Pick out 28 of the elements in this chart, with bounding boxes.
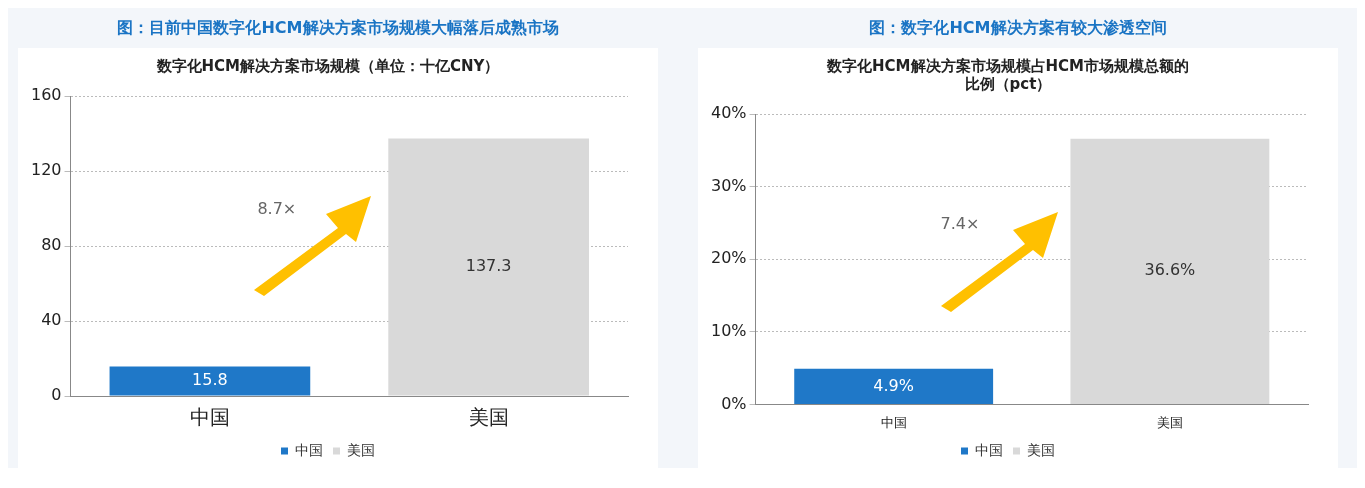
x-tick-label: 美国 [468, 405, 509, 430]
chart-title: 图：数字化HCM解决方案有较大渗透空间 [868, 17, 1168, 39]
legend-label: 美国 [1027, 441, 1055, 458]
x-tick-label: 美国 [1156, 414, 1183, 430]
chart-title: 图：目前中国数字化HCM解决方案市场规模大幅落后成熟市场 [116, 17, 560, 39]
y-tick-label: 120 [30, 160, 62, 180]
annotation: 8.7× [257, 199, 297, 219]
y-tick-label: 20% [711, 248, 747, 268]
legend-label: 中国 [295, 441, 323, 458]
y-tick-label: 40 [41, 310, 62, 330]
data-label: 137.3 [465, 256, 512, 276]
data-label: 4.9% [873, 375, 914, 395]
y-tick-label: 160 [30, 85, 62, 105]
y-tick-label: 30% [711, 175, 747, 195]
legend-label: 中国 [975, 441, 1003, 458]
chart-subtitle: 数字化HCM解决方案市场规模（单位：十亿CNY） [155, 56, 500, 75]
x-tick-label: 中国 [189, 405, 230, 430]
y-tick-label: 0% [721, 393, 747, 413]
y-tick-label: 0 [51, 385, 62, 405]
y-tick-label: 80 [41, 235, 62, 255]
y-tick-label: 10% [711, 320, 747, 340]
legend-label: 美国 [347, 441, 375, 458]
x-tick-label: 中国 [880, 414, 907, 430]
y-tick-label: 40% [711, 103, 747, 123]
data-label: 36.6% [1144, 260, 1196, 280]
data-label: 15.8 [192, 370, 228, 390]
annotation: 7.4× [940, 213, 980, 233]
chart-subtitle: 数字化HCM解决方案市场规模占HCM市场规模总额的比例（pct） [826, 56, 1189, 93]
